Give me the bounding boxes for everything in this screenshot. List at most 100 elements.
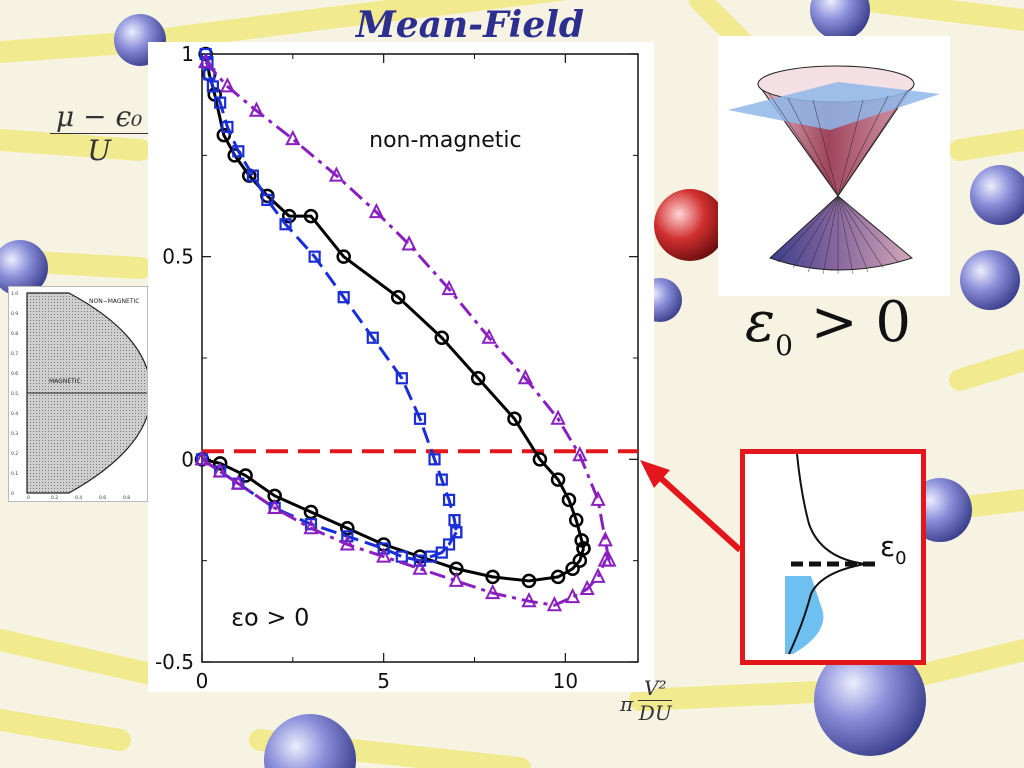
data-point-triangle [339, 535, 355, 551]
data-point-triangle [401, 235, 417, 251]
data-point-triangle [441, 279, 457, 296]
series-square-upper-line [204, 53, 458, 533]
data-point-circle [303, 208, 319, 224]
data-point-square [232, 145, 245, 158]
data-point-triangle [448, 571, 464, 587]
phase-label-nonmagnetic: NON−MAGNETIC [89, 298, 139, 305]
phase-y-tick-label: 0.4 [11, 411, 18, 417]
phase-diagram-inset: NON−MAGNETIC MAGNETIC 1.0 0.9 0.8 0.7 0.6 0.5… [8, 286, 154, 502]
data-point-circle [434, 330, 450, 345]
data-point-triangle [303, 519, 319, 535]
y-tick-label: -0.5 [155, 650, 194, 674]
phase-y-tick-label: 0 [11, 491, 14, 497]
data-point-square [442, 538, 456, 551]
slide-title: Mean-Field [355, 4, 585, 46]
phase-x-tick-label: 0.4 [75, 495, 82, 501]
cone-condition-label: ε0 > 0 [745, 290, 911, 362]
data-point-triangle [590, 567, 606, 583]
dos-epsilon-label: ε0 [880, 530, 907, 569]
dirac-cone-panel [718, 36, 950, 296]
data-point-circle [561, 492, 577, 508]
x-axis-label-pi: π [620, 692, 634, 716]
data-point-circle [576, 541, 591, 556]
data-point-triangle [219, 77, 236, 93]
annotation-condition: εo > 0 [231, 604, 309, 632]
data-point-circle [470, 371, 486, 386]
data-point-circle [568, 512, 584, 528]
x-tick-label: 10 [553, 669, 578, 692]
series-triangle-upper-line [204, 61, 611, 561]
data-point-circle [281, 208, 297, 224]
phase-label-magnetic: MAGNETIC [49, 378, 81, 385]
data-point-square [366, 331, 379, 344]
data-point-square [206, 80, 220, 93]
phase-y-tick-label: 0.8 [11, 331, 18, 337]
phase-y-tick-label: 0.6 [11, 371, 18, 377]
y-axis-label-denominator: U [87, 134, 111, 167]
cone-label-relation: > 0 [792, 290, 912, 355]
phase-y-tick-label: 0.9 [11, 311, 18, 317]
phase-y-tick-label: 0.3 [11, 431, 18, 437]
phase-y-tick-label: 0.7 [11, 351, 18, 357]
data-point-circle [565, 561, 580, 577]
data-point-triangle [376, 547, 392, 563]
phase-diagram-plot: NON−MAGNETIC MAGNETIC 1.0 0.9 0.8 0.7 0.6 0.5… [11, 291, 154, 501]
data-point-triangle [572, 446, 588, 462]
data-point-circle [336, 249, 351, 264]
x-axis-label: π V² DU [620, 676, 673, 725]
data-point-circle [521, 573, 537, 589]
data-point-square [395, 372, 408, 385]
data-point-triangle [521, 591, 537, 608]
data-point-square [341, 530, 354, 543]
data-point-square [214, 96, 227, 109]
phase-y-tick-label: 0.5 [11, 391, 18, 397]
data-point-triangle [212, 462, 228, 478]
data-point-triangle [485, 583, 501, 600]
data-point-circle [390, 289, 406, 305]
pointer-arrow [640, 460, 743, 553]
phase-y-tick-label: 1.0 [11, 291, 18, 297]
phase-x-tick-label: 0.8 [123, 495, 130, 501]
annotation-non-magnetic: non-magnetic [369, 128, 521, 153]
data-point-square [261, 193, 274, 207]
data-point-circle [532, 452, 548, 467]
x-tick-label: 5 [377, 669, 390, 692]
data-point-square [203, 68, 216, 81]
series-circle-lower-line [201, 457, 585, 583]
data-point-square [435, 546, 448, 559]
data-point-square [448, 514, 461, 527]
data-point-triangle [550, 409, 566, 425]
data-point-triangle [590, 490, 606, 506]
y-tick-label: 0.5 [162, 245, 194, 269]
data-point-circle [574, 533, 589, 548]
data-point-square [199, 47, 212, 61]
series-square-lower-line [201, 458, 458, 563]
data-point-triangle [285, 129, 301, 146]
y-tick-label: 0 [181, 447, 194, 471]
phase-x-tick-label: 0.6 [99, 495, 106, 501]
data-point-square [221, 120, 234, 134]
x-tick-label: 0 [196, 669, 209, 692]
y-axis-label: μ − ϵ₀ U [50, 100, 149, 167]
data-point-triangle [564, 587, 581, 604]
data-point-square [308, 250, 321, 263]
data-point-square [377, 542, 390, 555]
data-point-circle [212, 456, 228, 471]
phase-x-tick-label: 0.2 [51, 495, 58, 501]
data-point-triangle [328, 166, 345, 182]
phase-y-tick-label: 0.2 [11, 451, 18, 457]
phase-y-tick-label: 0.1 [11, 471, 18, 477]
series-circle-upper-line [204, 53, 585, 549]
dirac-cone-icon [728, 65, 940, 275]
data-point-square [435, 473, 448, 486]
data-point-triangle [267, 498, 283, 514]
data-point-square [450, 526, 463, 539]
density-of-states-inset [740, 449, 926, 665]
dos-label-epsilon: ε [880, 530, 896, 563]
data-point-circle [238, 468, 253, 483]
data-point-triangle [248, 101, 265, 117]
data-point-circle [550, 569, 566, 585]
phase-y-ticks: 1.0 0.9 0.8 0.7 0.6 0.5 0.4 0.3 0.2 0.1 0 [11, 291, 18, 497]
phase-x-tick-label: 0 [27, 495, 30, 501]
